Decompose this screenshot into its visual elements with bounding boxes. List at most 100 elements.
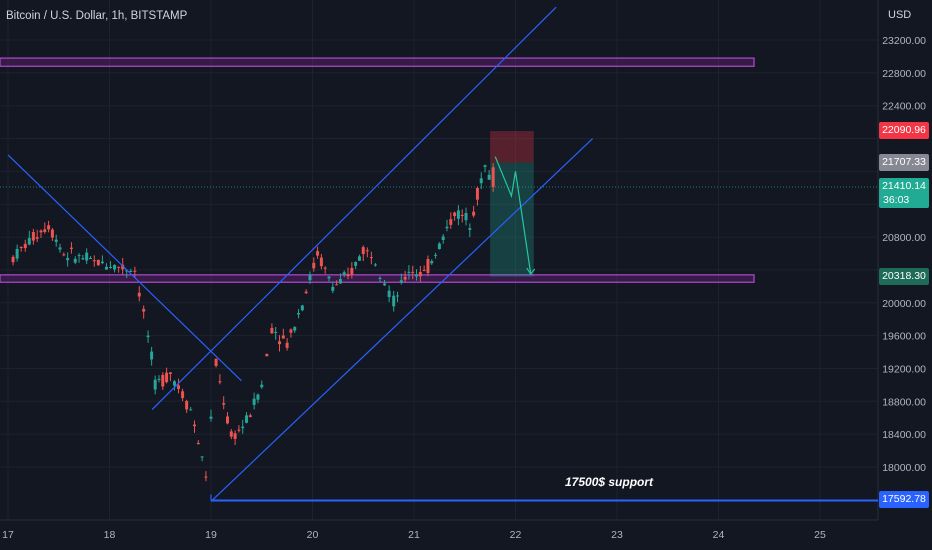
candle-body <box>491 167 495 187</box>
y-tick-label: 19200.00 <box>882 363 926 375</box>
candle-body <box>289 329 293 333</box>
candle-body <box>304 291 308 294</box>
candle-body <box>434 254 438 256</box>
candle-body <box>142 308 146 312</box>
current-price-tag: 21410.14 36:03 <box>879 177 929 208</box>
candle-body <box>407 271 411 273</box>
candle-body <box>248 415 252 417</box>
candle-body <box>23 243 27 249</box>
candle-body <box>350 267 354 275</box>
countdown-timer: 36:03 <box>883 193 910 206</box>
y-tick-label: 18400.00 <box>882 429 926 441</box>
candle-body <box>418 272 422 277</box>
x-tick-label: 21 <box>408 529 420 541</box>
candle-body <box>265 354 269 357</box>
candle-body <box>422 269 426 271</box>
y-axis[interactable]: 23200.00 22800.00 22400.00 20800.00 20000.00… <box>882 35 926 474</box>
candle-body <box>479 178 483 184</box>
candle-body <box>92 260 96 262</box>
y-tick-label: 22800.00 <box>882 68 926 80</box>
y-tick-label: 22400.00 <box>882 101 926 113</box>
candle-body <box>449 219 453 225</box>
candle-body <box>47 225 51 230</box>
candle-body <box>11 256 15 263</box>
candle-body <box>50 229 54 238</box>
candle-body <box>146 335 150 338</box>
y-tick-label: 23200.00 <box>882 35 926 47</box>
x-tick-label: 17 <box>2 529 14 541</box>
candle-body <box>85 252 89 261</box>
candle-body <box>150 351 154 360</box>
candle-body <box>331 286 335 291</box>
candle-body <box>456 210 460 219</box>
candles <box>11 163 495 482</box>
candle-body <box>181 391 185 399</box>
currency-label: USD <box>888 9 912 21</box>
projection-path <box>494 156 532 275</box>
candle-body <box>214 358 218 366</box>
candle-body <box>285 342 289 348</box>
candle-body <box>483 165 487 167</box>
candle-body <box>383 283 387 286</box>
y-tick-label: 19600.00 <box>882 331 926 343</box>
candle-body <box>399 280 403 283</box>
candle-body <box>373 264 377 266</box>
candle-body <box>39 230 43 233</box>
candle-body <box>487 174 491 180</box>
candle-body <box>204 476 208 478</box>
candle-body <box>229 431 233 437</box>
candle-body <box>392 295 396 307</box>
candle-body <box>209 416 213 419</box>
candle-body <box>218 381 222 383</box>
candle-body <box>54 239 58 242</box>
zones <box>0 57 755 283</box>
candle-body <box>369 257 373 259</box>
candle-body <box>27 237 31 245</box>
candle-body <box>66 258 70 261</box>
candle-body <box>472 211 476 216</box>
stop-price-tag: 22090.96 <box>879 122 929 140</box>
candle-body <box>274 331 278 333</box>
candle-body <box>193 424 197 427</box>
last-close-price-tag: 21707.33 <box>879 153 929 171</box>
candle-body <box>15 248 19 259</box>
candle-body <box>189 409 193 411</box>
candle-body <box>396 295 400 297</box>
candle-body <box>354 262 358 266</box>
candle-body <box>464 212 468 221</box>
candle-body <box>129 271 133 273</box>
candle-body <box>177 385 181 389</box>
candle-body <box>441 236 445 240</box>
x-axis[interactable]: 17 18 19 20 21 22 23 24 25 <box>2 529 826 541</box>
candle-body <box>81 258 85 260</box>
candle-body <box>172 381 176 386</box>
candle-body <box>319 257 323 267</box>
candle-body <box>165 372 169 383</box>
trendline <box>7 154 242 382</box>
target-price-tag: 20318.30 <box>879 267 929 285</box>
take-profit-area <box>490 162 534 277</box>
candle-body <box>100 261 104 264</box>
candle-body <box>411 271 415 273</box>
stop-loss-area <box>490 131 534 163</box>
candle-body <box>312 262 316 269</box>
candle-body <box>69 247 73 249</box>
candle-body <box>222 403 226 405</box>
candle-body <box>430 261 434 264</box>
candle-body <box>233 433 237 439</box>
candle-body <box>58 247 62 250</box>
candle-body <box>245 415 249 423</box>
candle-body <box>300 305 304 311</box>
x-tick-label: 19 <box>205 529 217 541</box>
support-annotation: 17500$ support <box>565 475 654 489</box>
trendlines[interactable] <box>7 6 878 502</box>
candle-body <box>185 400 189 410</box>
x-tick-label: 24 <box>713 529 725 541</box>
horizontal-zone <box>0 57 755 67</box>
candle-body <box>77 255 81 257</box>
short-position-tool[interactable] <box>0 131 878 277</box>
candle-body <box>437 243 441 250</box>
grid <box>0 0 879 521</box>
y-tick-label: 20800.00 <box>882 232 926 244</box>
